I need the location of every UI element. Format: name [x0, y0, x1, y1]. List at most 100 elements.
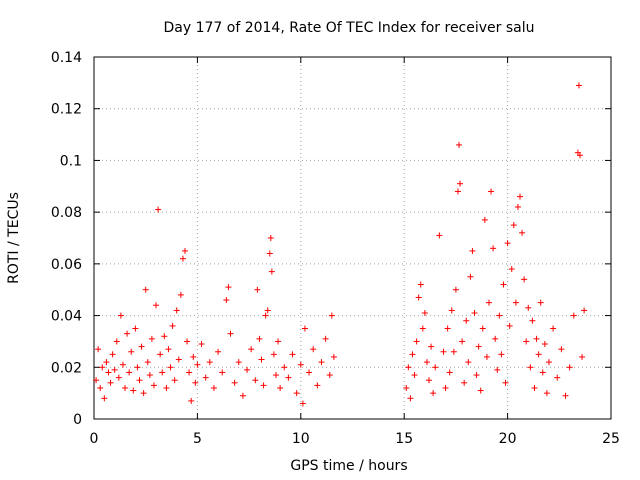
data-point: [490, 245, 497, 252]
data-point: [485, 299, 492, 306]
x-tick-label: 5: [193, 431, 202, 447]
data-point: [101, 395, 108, 402]
data-point: [267, 235, 274, 241]
data-point: [190, 353, 197, 360]
data-point: [155, 206, 162, 213]
data-point: [140, 390, 147, 397]
data-point: [109, 351, 116, 358]
data-point: [186, 369, 193, 376]
data-point: [115, 374, 122, 381]
data-point: [128, 348, 135, 355]
data-point: [531, 384, 538, 391]
data-point: [105, 369, 112, 376]
data-point: [448, 307, 455, 314]
data-point: [167, 364, 174, 371]
data-point: [225, 284, 232, 291]
data-point: [132, 325, 139, 332]
data-point: [417, 281, 424, 288]
data-point: [169, 322, 176, 329]
data-point: [130, 387, 137, 394]
data-point: [188, 397, 195, 404]
data-point: [113, 338, 120, 345]
data-point: [111, 366, 118, 373]
data-point: [181, 247, 188, 254]
data-point: [202, 374, 209, 381]
data-point: [223, 297, 230, 304]
data-point: [444, 325, 451, 332]
data-point: [504, 240, 511, 247]
data-point: [184, 338, 191, 345]
data-point: [454, 188, 461, 195]
data-point: [264, 307, 271, 314]
data-point: [575, 82, 582, 89]
data-point: [436, 232, 443, 239]
data-point: [483, 353, 490, 360]
data-point: [138, 343, 145, 350]
data-point: [194, 361, 201, 368]
data-point: [512, 299, 519, 306]
data-point: [517, 193, 524, 200]
data-point: [450, 348, 457, 355]
data-point: [281, 364, 288, 371]
data-point: [496, 312, 503, 319]
data-point: [173, 307, 180, 314]
data-point: [473, 372, 480, 379]
data-point: [432, 364, 439, 371]
data-point: [99, 364, 106, 371]
data-point: [310, 346, 317, 353]
data-point: [498, 351, 505, 358]
data-point: [254, 286, 261, 293]
data-point: [177, 291, 184, 298]
data-point: [428, 343, 435, 350]
data-point: [260, 382, 267, 389]
data-point: [415, 294, 422, 301]
data-point: [192, 379, 199, 386]
data-point: [235, 359, 242, 366]
data-point: [550, 325, 557, 332]
data-point: [479, 325, 486, 332]
data-point: [306, 369, 313, 376]
data-point: [328, 312, 335, 319]
data-point: [529, 317, 536, 324]
data-point: [543, 390, 550, 397]
data-point: [165, 346, 172, 353]
data-point: [93, 377, 100, 384]
data-point: [157, 351, 164, 358]
x-axis-label: GPS time / hours: [290, 458, 407, 474]
data-point: [465, 359, 472, 366]
x-tick-label: 10: [292, 431, 310, 447]
data-point: [581, 307, 588, 314]
chart-title: Day 177 of 2014, Rate Of TEC Index for r…: [163, 20, 534, 36]
data-point: [146, 372, 153, 379]
y-tick-label: 0.14: [51, 50, 82, 66]
data-point: [469, 247, 476, 254]
data-point: [463, 317, 470, 324]
x-tick-label: 0: [90, 431, 99, 447]
data-point: [579, 353, 586, 360]
data-point: [519, 229, 526, 236]
data-point: [277, 384, 284, 391]
data-point: [457, 180, 464, 187]
data-point: [562, 392, 569, 399]
data-point: [527, 364, 534, 371]
data-point: [426, 377, 433, 384]
data-point: [409, 351, 416, 358]
data-point: [488, 188, 495, 195]
data-point: [537, 299, 544, 306]
data-point: [500, 281, 507, 288]
data-point: [210, 384, 217, 391]
data-point: [541, 341, 548, 348]
data-point: [248, 346, 255, 353]
data-point: [413, 338, 420, 345]
data-point: [107, 379, 114, 386]
data-point: [136, 377, 143, 384]
data-point: [124, 330, 131, 337]
data-point: [326, 372, 333, 379]
data-point: [301, 325, 308, 332]
data-point: [148, 335, 155, 342]
data-point: [502, 379, 509, 386]
data-point: [477, 387, 484, 394]
data-point: [159, 369, 166, 376]
data-point: [423, 359, 430, 366]
